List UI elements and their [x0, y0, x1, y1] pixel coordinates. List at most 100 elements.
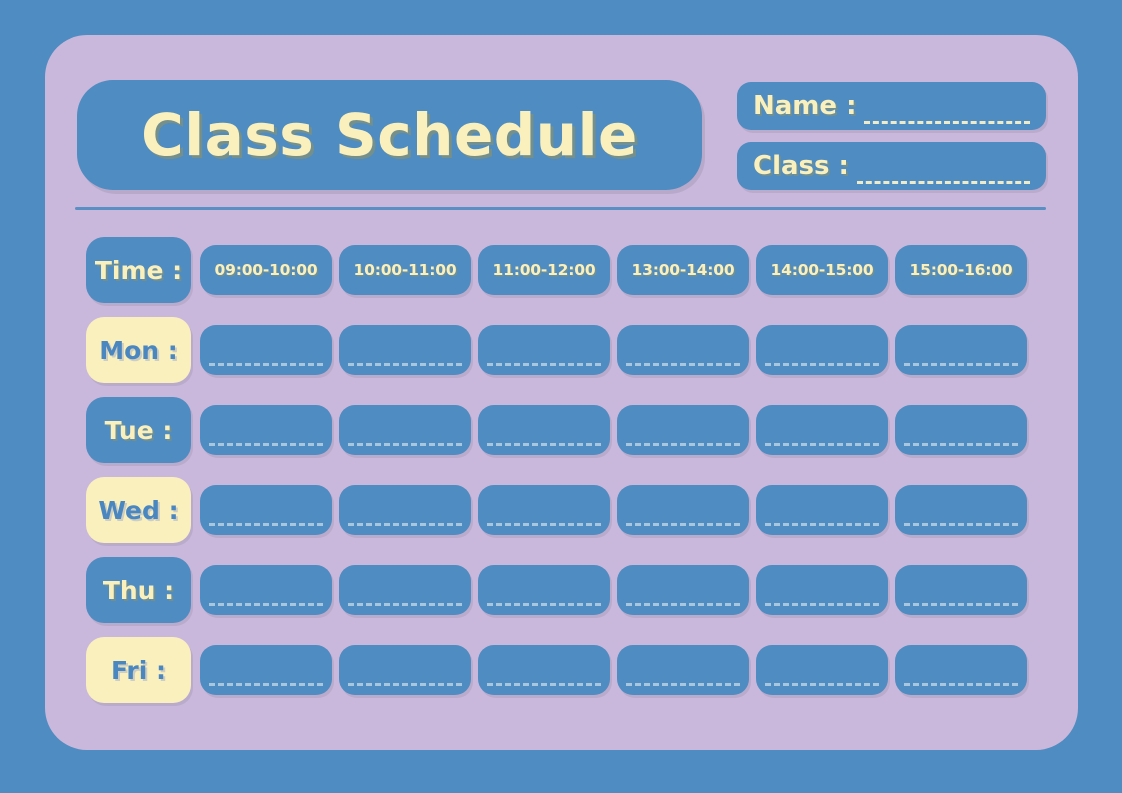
day-label: Wed :: [98, 495, 179, 525]
schedule-cell[interactable]: [617, 405, 749, 455]
writing-line: [765, 363, 879, 366]
writing-line: [209, 363, 323, 366]
schedule-cell[interactable]: [617, 565, 749, 615]
schedule-cell[interactable]: [756, 645, 888, 695]
title-pill: Class Schedule: [77, 80, 702, 190]
schedule-cell[interactable]: [478, 645, 610, 695]
day-label: Tue :: [104, 415, 173, 445]
day-row-thu: Thu :: [86, 550, 1034, 630]
time-slot-list: 09:00-10:00 10:00-11:00 11:00-12:00 13:0…: [200, 245, 1034, 295]
writing-line: [209, 443, 323, 446]
class-field-row[interactable]: Class :: [737, 142, 1046, 190]
writing-line: [348, 363, 462, 366]
schedule-cell[interactable]: [895, 565, 1027, 615]
writing-line: [626, 363, 740, 366]
writing-line: [904, 683, 1018, 686]
time-slot: 14:00-15:00: [756, 245, 888, 295]
schedule-cell[interactable]: [617, 485, 749, 535]
schedule-cell[interactable]: [478, 405, 610, 455]
schedule-cell[interactable]: [339, 645, 471, 695]
day-entry-list-thu: [200, 565, 1034, 615]
schedule-cell[interactable]: [200, 485, 332, 535]
name-field-row[interactable]: Name :: [737, 82, 1046, 130]
time-slot-label: 09:00-10:00: [214, 261, 318, 279]
day-label: Mon :: [99, 335, 178, 365]
writing-line: [626, 683, 740, 686]
name-input[interactable]: [864, 97, 1030, 124]
writing-line: [487, 603, 601, 606]
day-entry-list-tue: [200, 405, 1034, 455]
writing-line: [487, 523, 601, 526]
day-row-fri: Fri :: [86, 630, 1034, 710]
writing-line: [904, 603, 1018, 606]
schedule-card: Class Schedule Name : Class : Time : 09:…: [45, 35, 1078, 750]
time-slot: 13:00-14:00: [617, 245, 749, 295]
day-label: Thu :: [102, 575, 175, 605]
day-row-mon: Mon :: [86, 310, 1034, 390]
time-slot: 15:00-16:00: [895, 245, 1027, 295]
schedule-cell[interactable]: [617, 645, 749, 695]
schedule-cell[interactable]: [756, 565, 888, 615]
schedule-cell[interactable]: [200, 565, 332, 615]
time-slot-label: 10:00-11:00: [353, 261, 457, 279]
schedule-cell[interactable]: [756, 485, 888, 535]
writing-line: [765, 443, 879, 446]
writing-line: [765, 683, 879, 686]
schedule-cell[interactable]: [478, 325, 610, 375]
time-slot: 10:00-11:00: [339, 245, 471, 295]
day-label-pill-thu: Thu :: [86, 557, 191, 623]
day-entry-list-wed: [200, 485, 1034, 535]
schedule-cell[interactable]: [339, 485, 471, 535]
writing-line: [626, 443, 740, 446]
schedule-cell[interactable]: [895, 405, 1027, 455]
writing-line: [209, 603, 323, 606]
time-slot-label: 14:00-15:00: [770, 261, 874, 279]
writing-line: [209, 523, 323, 526]
schedule-cell[interactable]: [617, 325, 749, 375]
writing-line: [348, 523, 462, 526]
schedule-cell[interactable]: [895, 325, 1027, 375]
writing-line: [487, 683, 601, 686]
class-input[interactable]: [856, 157, 1030, 184]
day-label-pill-tue: Tue :: [86, 397, 191, 463]
schedule-cell[interactable]: [478, 565, 610, 615]
schedule-cell[interactable]: [895, 485, 1027, 535]
schedule-grid: Time : 09:00-10:00 10:00-11:00 11:00-12:…: [86, 230, 1034, 710]
time-label-pill: Time :: [86, 237, 191, 303]
schedule-cell[interactable]: [339, 565, 471, 615]
time-slot: 09:00-10:00: [200, 245, 332, 295]
time-slot-label: 13:00-14:00: [631, 261, 735, 279]
schedule-cell[interactable]: [756, 405, 888, 455]
writing-line: [626, 523, 740, 526]
writing-line: [904, 363, 1018, 366]
writing-line: [487, 363, 601, 366]
day-label-pill-wed: Wed :: [86, 477, 191, 543]
time-slot: 11:00-12:00: [478, 245, 610, 295]
writing-line: [904, 523, 1018, 526]
writing-line: [209, 683, 323, 686]
writing-line: [626, 603, 740, 606]
header-divider: [75, 207, 1046, 210]
day-label: Fri :: [110, 655, 167, 685]
time-slot-label: 15:00-16:00: [909, 261, 1013, 279]
time-label: Time :: [94, 255, 183, 285]
name-label: Name :: [753, 91, 857, 121]
writing-line: [904, 443, 1018, 446]
class-label: Class :: [753, 151, 849, 181]
schedule-cell[interactable]: [200, 325, 332, 375]
time-header-row: Time : 09:00-10:00 10:00-11:00 11:00-12:…: [86, 230, 1034, 310]
schedule-cell[interactable]: [478, 485, 610, 535]
schedule-cell[interactable]: [339, 325, 471, 375]
writing-line: [348, 603, 462, 606]
day-row-tue: Tue :: [86, 390, 1034, 470]
schedule-cell[interactable]: [200, 405, 332, 455]
page-title: Class Schedule: [141, 101, 638, 169]
day-entry-list-mon: [200, 325, 1034, 375]
schedule-cell[interactable]: [895, 645, 1027, 695]
schedule-cell[interactable]: [200, 645, 332, 695]
writing-line: [765, 603, 879, 606]
writing-line: [765, 523, 879, 526]
schedule-cell[interactable]: [756, 325, 888, 375]
schedule-cell[interactable]: [339, 405, 471, 455]
writing-line: [348, 443, 462, 446]
